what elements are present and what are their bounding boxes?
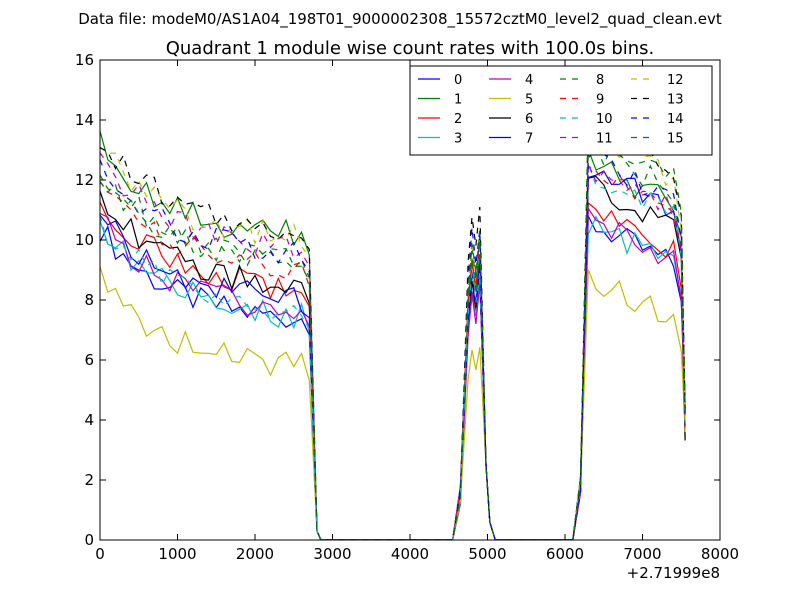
x-tick-label: 1000: [158, 545, 196, 563]
y-tick-label: 4: [84, 411, 94, 429]
series-line-10: [100, 163, 686, 540]
legend-label-15: 15: [667, 132, 684, 147]
legend-label-0: 0: [454, 73, 462, 88]
legend-label-8: 8: [596, 73, 604, 88]
y-tick-label: 12: [75, 171, 94, 189]
x-tick-label: 5000: [468, 545, 506, 563]
y-tick-label: 16: [75, 51, 94, 69]
x-tick-label: 3000: [313, 545, 351, 563]
legend-label-7: 7: [525, 132, 533, 147]
series-lines: [100, 113, 686, 540]
x-tick-label: 7000: [623, 545, 661, 563]
series-line-1: [100, 130, 686, 540]
y-tick-label: 8: [84, 291, 94, 309]
legend-label-4: 4: [525, 73, 533, 88]
y-tick-label: 6: [84, 351, 94, 369]
figure-suptitle: Data file: modeM0/AS1A04_198T01_90000023…: [78, 10, 722, 29]
series-line-5: [100, 266, 686, 540]
x-tick-label: 4000: [391, 545, 429, 563]
x-tick-label: 2000: [236, 545, 274, 563]
axis-ticks: 0 1000 2000 3000 4000 5000 6000 7000 80000246810…: [75, 51, 739, 563]
x-tick-label: 0: [95, 545, 105, 563]
x-axis-offset-label: +2.71999e8: [627, 564, 720, 582]
chart-title: Quadrant 1 module wise count rates with …: [166, 38, 655, 59]
series-line-14: [100, 144, 686, 540]
y-tick-label: 10: [75, 231, 94, 249]
legend-frame: [409, 65, 713, 156]
legend-label-14: 14: [667, 112, 684, 127]
series-line-11: [100, 152, 686, 540]
y-tick-label: 14: [75, 111, 94, 129]
series-line-7: [100, 170, 686, 540]
legend-label-12: 12: [667, 73, 684, 88]
legend-label-9: 9: [596, 93, 604, 108]
legend-label-13: 13: [667, 93, 684, 108]
x-tick-label: 6000: [546, 545, 584, 563]
legend-label-2: 2: [454, 112, 462, 127]
legend-label-5: 5: [525, 93, 533, 108]
legend-label-6: 6: [525, 112, 533, 127]
legend-label-3: 3: [454, 132, 462, 147]
x-tick-label: 8000: [701, 545, 739, 563]
legend-label-11: 11: [596, 132, 613, 147]
legend-label-10: 10: [596, 112, 613, 127]
y-tick-label: 0: [84, 531, 94, 549]
legend-label-1: 1: [454, 93, 462, 108]
y-tick-label: 2: [84, 471, 94, 489]
